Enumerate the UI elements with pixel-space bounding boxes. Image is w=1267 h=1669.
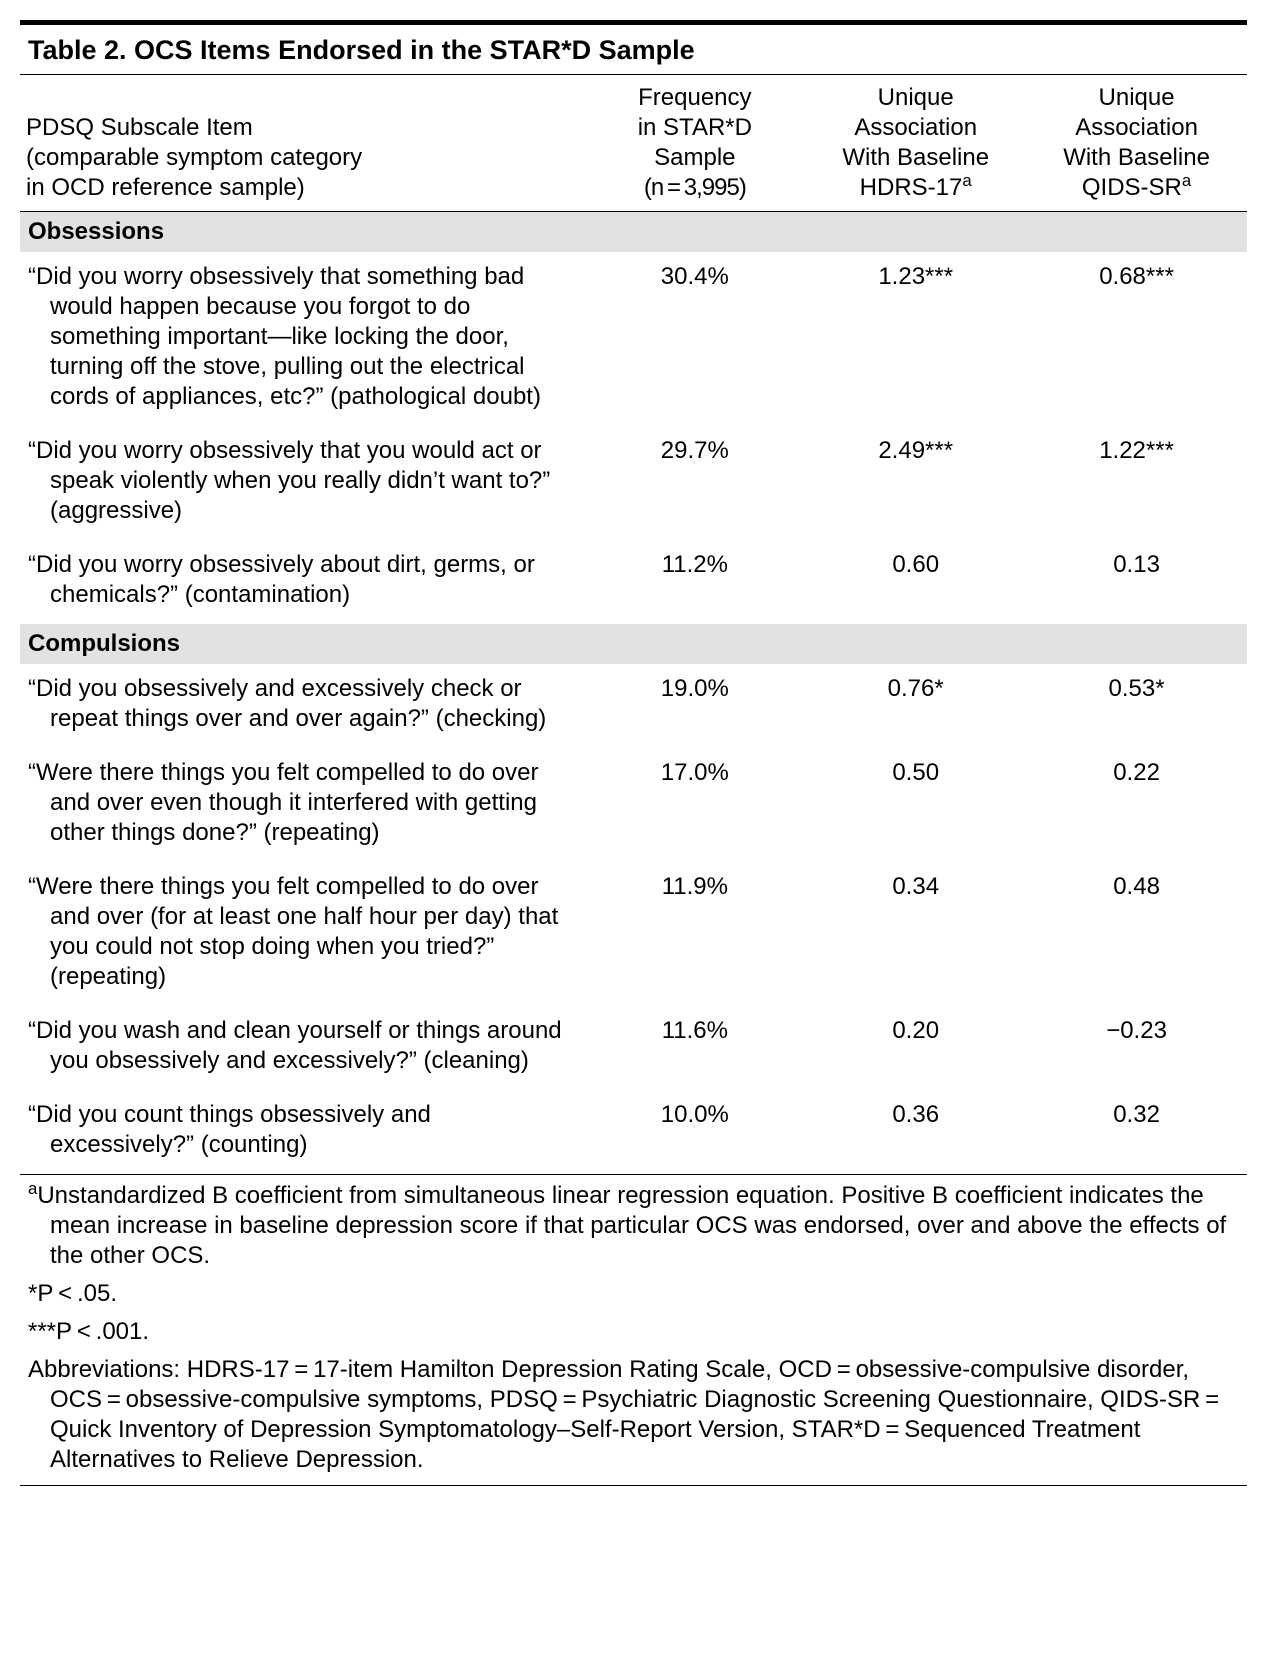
footnote: *P < .05. bbox=[20, 1273, 1247, 1311]
qids-value: 0.32 bbox=[1026, 1090, 1247, 1175]
section-header: Compulsions bbox=[20, 624, 1247, 664]
item-text: “Did you count things obsessively and ex… bbox=[20, 1090, 584, 1175]
hdrs-value: 2.49*** bbox=[805, 426, 1026, 540]
freq-value: 30.4% bbox=[584, 252, 805, 426]
column-header-row: PDSQ Subscale Item (comparable symptom c… bbox=[20, 75, 1247, 212]
col-header-qidssr: Unique Association With Baseline QIDS-SR… bbox=[1026, 75, 1247, 212]
table-row: “Did you obsessively and excessively che… bbox=[20, 664, 1247, 748]
col-header-hdrs17: Unique Association With Baseline HDRS-17… bbox=[805, 75, 1026, 212]
item-text: “Did you wash and clean yourself or thin… bbox=[20, 1006, 584, 1090]
hdrs-value: 0.76* bbox=[805, 664, 1026, 748]
table-row: “Were there things you felt compelled to… bbox=[20, 748, 1247, 862]
table-row: “Did you worry obsessively about dirt, g… bbox=[20, 540, 1247, 624]
freq-value: 19.0% bbox=[584, 664, 805, 748]
table-row: “Did you worry obsessively that somethin… bbox=[20, 252, 1247, 426]
table-body: Obsessions“Did you worry obsessively tha… bbox=[20, 212, 1247, 1486]
section-label: Compulsions bbox=[20, 624, 1247, 664]
freq-value: 11.6% bbox=[584, 1006, 805, 1090]
footnote: ***P < .001. bbox=[20, 1311, 1247, 1349]
freq-value: 11.9% bbox=[584, 862, 805, 1006]
col-header-frequency: Frequency in STAR*D Sample (n = 3,995) bbox=[584, 75, 805, 212]
item-text: “Did you worry obsessively that somethin… bbox=[20, 252, 584, 426]
footnote: aUnstandardized B coefficient from simul… bbox=[20, 1175, 1247, 1273]
qids-value: 1.22*** bbox=[1026, 426, 1247, 540]
footnote-text: *P < .05. bbox=[20, 1273, 1247, 1311]
col-header-item: PDSQ Subscale Item (comparable symptom c… bbox=[20, 75, 584, 212]
hdrs-value: 0.60 bbox=[805, 540, 1026, 624]
item-text: “Were there things you felt compelled to… bbox=[20, 748, 584, 862]
freq-value: 29.7% bbox=[584, 426, 805, 540]
table-row: “Did you count things obsessively and ex… bbox=[20, 1090, 1247, 1175]
qids-value: 0.13 bbox=[1026, 540, 1247, 624]
table-row: “Were there things you felt compelled to… bbox=[20, 862, 1247, 1006]
qids-value: −0.23 bbox=[1026, 1006, 1247, 1090]
hdrs-value: 1.23*** bbox=[805, 252, 1026, 426]
item-text: “Were there things you felt compelled to… bbox=[20, 862, 584, 1006]
freq-value: 10.0% bbox=[584, 1090, 805, 1175]
item-text: “Did you obsessively and excessively che… bbox=[20, 664, 584, 748]
item-text: “Did you worry obsessively about dirt, g… bbox=[20, 540, 584, 624]
item-text: “Did you worry obsessively that you woul… bbox=[20, 426, 584, 540]
section-label: Obsessions bbox=[20, 212, 1247, 253]
section-header: Obsessions bbox=[20, 212, 1247, 253]
hdrs-value: 0.20 bbox=[805, 1006, 1026, 1090]
footnote-text: ***P < .001. bbox=[20, 1311, 1247, 1349]
footnote: Abbreviations: HDRS-17 = 17-item Hamilto… bbox=[20, 1349, 1247, 1486]
freq-value: 11.2% bbox=[584, 540, 805, 624]
table-row: “Did you worry obsessively that you woul… bbox=[20, 426, 1247, 540]
ocs-table: Table 2. OCS Items Endorsed in the STAR*… bbox=[20, 20, 1247, 1486]
footnote-text: Abbreviations: HDRS-17 = 17-item Hamilto… bbox=[20, 1349, 1247, 1486]
qids-value: 0.22 bbox=[1026, 748, 1247, 862]
hdrs-value: 0.50 bbox=[805, 748, 1026, 862]
table-title: Table 2. OCS Items Endorsed in the STAR*… bbox=[20, 23, 1247, 75]
qids-value: 0.53* bbox=[1026, 664, 1247, 748]
hdrs-value: 0.34 bbox=[805, 862, 1026, 1006]
footnote-text: aUnstandardized B coefficient from simul… bbox=[20, 1175, 1247, 1273]
table-row: “Did you wash and clean yourself or thin… bbox=[20, 1006, 1247, 1090]
freq-value: 17.0% bbox=[584, 748, 805, 862]
qids-value: 0.68*** bbox=[1026, 252, 1247, 426]
hdrs-value: 0.36 bbox=[805, 1090, 1026, 1175]
qids-value: 0.48 bbox=[1026, 862, 1247, 1006]
